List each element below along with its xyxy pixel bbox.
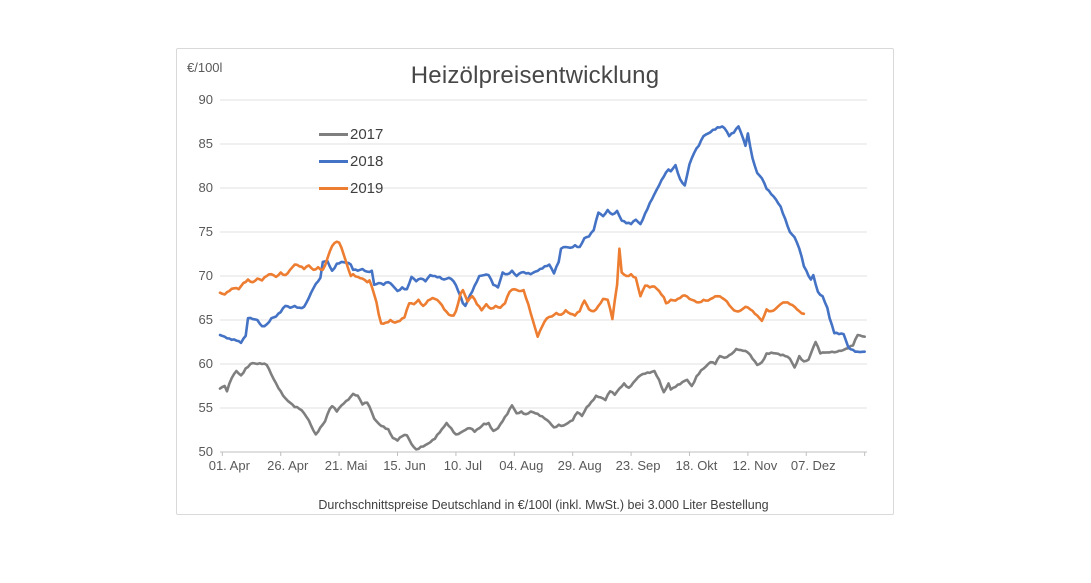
legend-label-2018: 2018 [350,153,384,170]
x-axis-tick-label: 29. Aug [557,458,602,473]
y-axis-tick-label: 75 [198,224,213,239]
x-axis-tick-label: 21. Mai [324,458,368,473]
legend-label-2019: 2019 [350,180,384,197]
legend-swatch-2018 [319,159,348,164]
y-axis-tick-label: 55 [198,400,213,415]
legend-item-2017: 2017 [319,121,383,148]
legend-swatch-2019 [319,186,348,191]
x-axis-tick-label: 10. Jul [443,458,483,473]
y-axis-tick-label: 70 [198,268,213,283]
y-axis-tick-label: 80 [198,180,213,195]
x-axis-tick-label: 26. Apr [267,458,309,473]
y-axis-tick-label: 90 [198,92,213,107]
legend-item-2018: 2018 [319,148,383,175]
x-axis-tick-label: 12. Nov [732,458,778,473]
x-axis-tick-label: 23. Sep [615,458,661,473]
series-line-2019 [218,240,806,339]
chart-caption: Durchschnittspreise Deutschland in €/100… [318,498,769,512]
y-axis-unit-label: €/100l [187,60,223,75]
x-axis-tick-label: 07. Dez [790,458,836,473]
chart-title: Heizölpreisentwicklung [410,62,660,89]
y-axis-tick-label: 60 [198,356,213,371]
series-line-2018 [218,125,867,354]
chart-frame: €/100l Heizölpreisentwicklung 2017 2018 … [176,48,894,515]
y-axis-tick-label: 85 [198,136,213,151]
legend-item-2019: 2019 [319,175,383,202]
legend-swatch-2017 [319,132,348,137]
y-axis-tick-label: 50 [198,444,213,459]
legend-label-2017: 2017 [350,126,384,143]
plot-svg [218,99,867,456]
x-axis-tick-label: 01. Apr [208,458,250,473]
x-axis-tick-label: 18. Okt [675,458,718,473]
series-line-2017 [218,333,867,451]
x-axis-tick-label: 15. Jun [383,458,426,473]
y-axis-tick-label: 65 [198,312,213,327]
x-axis-tick-label: 04. Aug [499,458,544,473]
legend: 2017 2018 2019 [319,121,383,202]
